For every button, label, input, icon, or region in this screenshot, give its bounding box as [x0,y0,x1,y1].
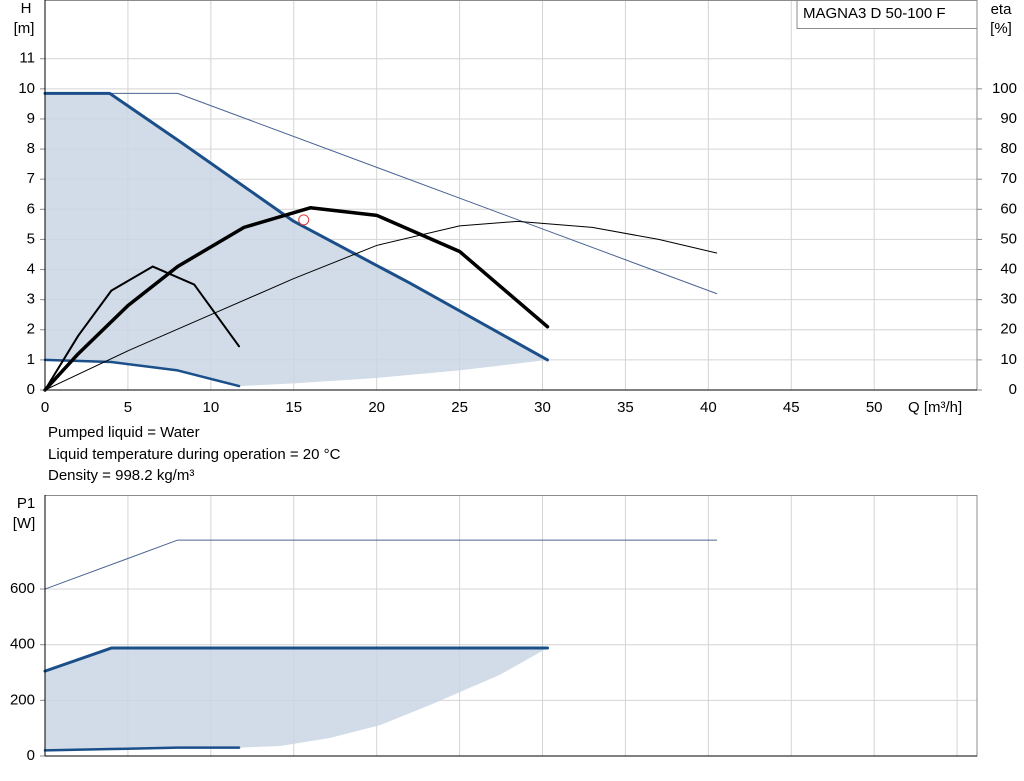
y2-tick-label: 50 [1000,230,1017,247]
y-tick-label: 0 [27,381,35,398]
y-tick-label: 6 [27,200,35,217]
x-tick-label: 5 [124,399,132,416]
y-tick-label: 8 [27,140,35,157]
y-tick-label: 11 [19,50,35,67]
y2-tick-label: 90 [1000,110,1017,127]
x-tick-label: 15 [285,399,302,416]
curve [44,539,718,590]
y-tick-label: 600 [10,580,35,597]
note: Density = 998.2 kg/m³ [48,467,194,484]
y2-tick-label: 100 [992,80,1017,97]
duty-point [298,214,310,226]
note: Pumped liquid = Water [48,424,200,441]
y-tick-label: 3 [27,291,35,308]
y-tick-label: 0 [27,747,35,764]
curve [43,91,549,362]
curve [44,220,718,391]
y-tick-label: 4 [27,261,35,278]
y-tick-label: 200 [10,691,35,708]
curve [43,358,241,388]
x-tick-label: 35 [617,399,634,416]
y-tick-label: 5 [27,230,35,247]
y2-tick-label: 10 [1000,351,1017,368]
x-tick-label: 10 [202,399,219,416]
legend-text: MAGNA3 D 50-100 F [803,5,946,22]
x-label: Q [m³/h] [908,399,962,416]
y-tick-label: 9 [27,110,35,127]
y2-unit: [%] [990,20,1012,37]
y2-tick-label: 80 [1000,140,1017,157]
curve [43,646,549,673]
y2-tick-label: 40 [1000,261,1017,278]
y-unit: [m] [14,20,35,37]
y2-tick-label: 20 [1000,321,1017,338]
y-label: P1 [17,495,35,512]
x-tick-label: 20 [368,399,385,416]
curve [43,746,241,752]
y-tick-label: 1 [27,351,35,368]
x-tick-label: 40 [700,399,717,416]
operating-area [45,648,548,751]
operating-area [45,93,548,387]
legend-box [796,0,978,29]
note: Liquid temperature during operation = 20… [48,446,341,463]
x-tick-label: 30 [534,399,551,416]
curve [43,206,550,392]
x-tick-label: 0 [41,399,49,416]
y-tick-label: 7 [27,170,35,187]
y-unit: [W] [13,515,36,532]
x-tick-label: 50 [866,399,883,416]
y-tick-label: 2 [27,321,35,338]
y2-tick-label: 70 [1000,170,1017,187]
y2-tick-label: 60 [1000,200,1017,217]
y-tick-label: 10 [18,80,35,97]
curve [44,265,241,391]
x-tick-label: 45 [783,399,800,416]
y-label: H [21,0,32,17]
y2-label: eta [991,1,1013,18]
y2-tick-label: 0 [1009,381,1017,398]
x-tick-label: 25 [451,399,468,416]
y2-tick-label: 30 [1000,291,1017,308]
y-tick-label: 400 [10,636,35,653]
